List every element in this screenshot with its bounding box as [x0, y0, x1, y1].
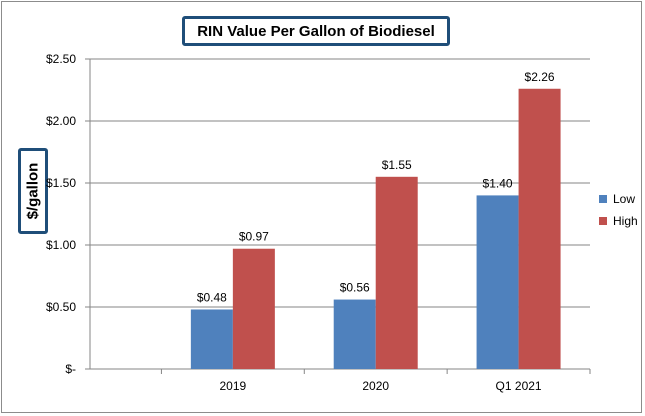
data-label: $0.97 — [239, 230, 269, 244]
legend-label-low: Low — [613, 192, 636, 206]
bar-low — [190, 309, 233, 369]
y-tick-label: $2.50 — [46, 52, 76, 66]
data-label: $0.48 — [197, 290, 227, 304]
x-tick-label: 2019 — [220, 379, 247, 393]
y-tick-label: $2.00 — [46, 114, 76, 128]
data-label: $1.40 — [483, 176, 513, 190]
x-tick-label: 2020 — [362, 379, 389, 393]
bar-low — [476, 195, 519, 369]
legend: Low High — [599, 188, 638, 232]
y-tick-label: $1.50 — [46, 176, 76, 190]
legend-swatch-high — [599, 217, 607, 225]
legend-item-high: High — [599, 210, 638, 232]
y-axis-label-box: $/gallon — [18, 148, 48, 234]
data-label: $2.26 — [525, 70, 555, 84]
data-label: $1.55 — [382, 158, 412, 172]
bar-low — [333, 299, 376, 369]
legend-label-high: High — [613, 214, 638, 228]
legend-swatch-low — [599, 195, 607, 203]
bar-high — [375, 176, 418, 369]
legend-item-low: Low — [599, 188, 638, 210]
chart-title-box: RIN Value Per Gallon of Biodiesel — [182, 16, 450, 46]
bar-high — [232, 248, 275, 369]
y-tick-label: $0.50 — [46, 300, 76, 314]
y-tick-label: $1.00 — [46, 238, 76, 252]
x-tick-label: Q1 2021 — [496, 379, 542, 393]
bar-high — [518, 88, 561, 369]
y-tick-label: $- — [65, 362, 76, 376]
data-label: $0.56 — [340, 281, 370, 295]
chart-title: RIN Value Per Gallon of Biodiesel — [197, 22, 435, 40]
